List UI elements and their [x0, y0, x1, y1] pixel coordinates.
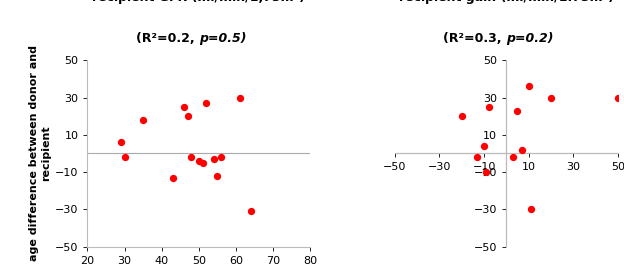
Point — [120, 155, 130, 159]
Point — [194, 159, 204, 163]
Point — [246, 209, 256, 213]
Point — [138, 118, 148, 122]
Text: (R²=0.3,: (R²=0.3, — [444, 32, 506, 45]
Point — [179, 105, 189, 109]
Point — [235, 95, 245, 100]
Point — [201, 101, 211, 105]
Point — [198, 161, 208, 165]
Point — [457, 114, 467, 118]
Point — [216, 155, 226, 159]
Point — [526, 207, 536, 212]
Point — [524, 84, 534, 89]
Point — [546, 95, 556, 100]
Text: (R²=0.2,: (R²=0.2, — [136, 32, 199, 45]
Point — [613, 95, 623, 100]
Point — [479, 144, 489, 148]
Point — [116, 140, 126, 144]
Point — [208, 157, 218, 161]
Point — [512, 109, 522, 113]
Point — [484, 105, 494, 109]
Point — [472, 155, 482, 159]
Text: recipient gain (ml/min/1.73m²): recipient gain (ml/min/1.73m²) — [399, 0, 614, 4]
Point — [212, 174, 222, 178]
Text: recipient GFR (ml/min/1,73m²): recipient GFR (ml/min/1,73m²) — [92, 0, 305, 4]
Point — [183, 114, 193, 118]
Point — [481, 170, 491, 174]
Point — [168, 175, 178, 180]
Point — [508, 155, 518, 159]
Point — [517, 147, 527, 152]
Text: p=0.2): p=0.2) — [506, 32, 554, 45]
Text: p=0.5): p=0.5) — [199, 32, 246, 45]
Point — [187, 155, 197, 159]
Y-axis label: age difference between donor and
recipient: age difference between donor and recipie… — [29, 45, 51, 261]
